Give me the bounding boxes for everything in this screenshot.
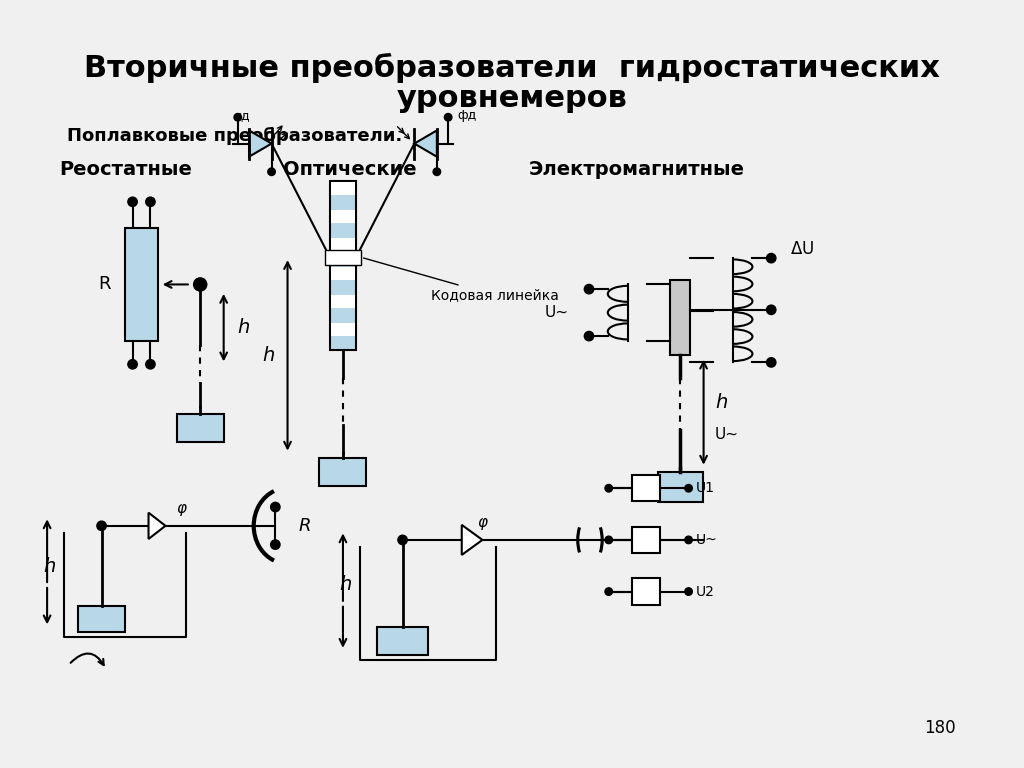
Text: U~: U~ (715, 427, 739, 442)
Bar (632, 475, 660, 502)
Circle shape (97, 521, 106, 531)
Circle shape (444, 114, 452, 121)
Text: h: h (238, 318, 250, 337)
Circle shape (585, 284, 594, 294)
Polygon shape (249, 131, 271, 157)
Circle shape (128, 359, 137, 369)
Circle shape (270, 502, 280, 511)
Bar (377, 627, 428, 655)
Text: U~: U~ (696, 533, 718, 547)
Text: h: h (340, 575, 352, 594)
Bar (670, 280, 690, 355)
Text: U2: U2 (696, 584, 715, 598)
Circle shape (585, 332, 594, 341)
Text: R: R (98, 276, 111, 293)
Bar (331, 323, 355, 336)
Circle shape (145, 197, 155, 207)
Bar (78, 606, 125, 632)
Circle shape (605, 536, 612, 544)
Bar (177, 414, 223, 442)
Circle shape (268, 168, 275, 176)
Text: h: h (262, 346, 274, 365)
Bar (125, 228, 158, 341)
Circle shape (605, 588, 612, 595)
Bar (331, 210, 355, 223)
Circle shape (685, 536, 692, 544)
Bar (319, 458, 367, 486)
Text: сд: сд (234, 109, 250, 122)
Circle shape (194, 278, 207, 291)
Text: U1: U1 (696, 482, 715, 495)
Text: Поплавковые преобразователи.: Поплавковые преобразователи. (67, 127, 402, 145)
Bar (657, 472, 702, 502)
Polygon shape (415, 131, 437, 157)
Text: 180: 180 (925, 719, 956, 737)
Polygon shape (462, 525, 482, 555)
Circle shape (685, 588, 692, 595)
Circle shape (767, 358, 776, 367)
Text: Оптические: Оптические (283, 161, 417, 180)
Text: уровнемеров: уровнемеров (396, 84, 628, 113)
Text: h: h (44, 557, 56, 576)
Circle shape (433, 168, 440, 176)
Text: фд: фд (458, 109, 476, 122)
Text: Реостатные: Реостатные (59, 161, 193, 180)
Text: Электромагнитные: Электромагнитные (529, 161, 744, 180)
Bar (331, 238, 355, 252)
Bar (632, 527, 660, 553)
Circle shape (605, 485, 612, 492)
Text: φ: φ (176, 502, 186, 516)
Circle shape (270, 540, 280, 549)
Bar (331, 266, 355, 280)
Text: U~: U~ (544, 305, 568, 320)
Bar (632, 578, 660, 604)
Text: $\Delta$U: $\Delta$U (790, 240, 814, 258)
Circle shape (398, 535, 408, 545)
Text: h: h (715, 393, 727, 412)
Bar (325, 250, 360, 265)
Circle shape (767, 305, 776, 315)
Text: R: R (299, 517, 311, 535)
Circle shape (145, 359, 155, 369)
Circle shape (234, 114, 242, 121)
Text: φ: φ (477, 515, 487, 531)
Bar (330, 181, 356, 350)
Circle shape (767, 253, 776, 263)
Polygon shape (148, 513, 166, 539)
Text: Кодовая линейка: Кодовая линейка (364, 258, 559, 303)
Circle shape (128, 197, 137, 207)
Text: Вторичные преобразователи  гидростатических: Вторичные преобразователи гидростатическ… (84, 54, 940, 84)
Bar (331, 295, 355, 308)
Bar (331, 182, 355, 195)
Circle shape (685, 485, 692, 492)
